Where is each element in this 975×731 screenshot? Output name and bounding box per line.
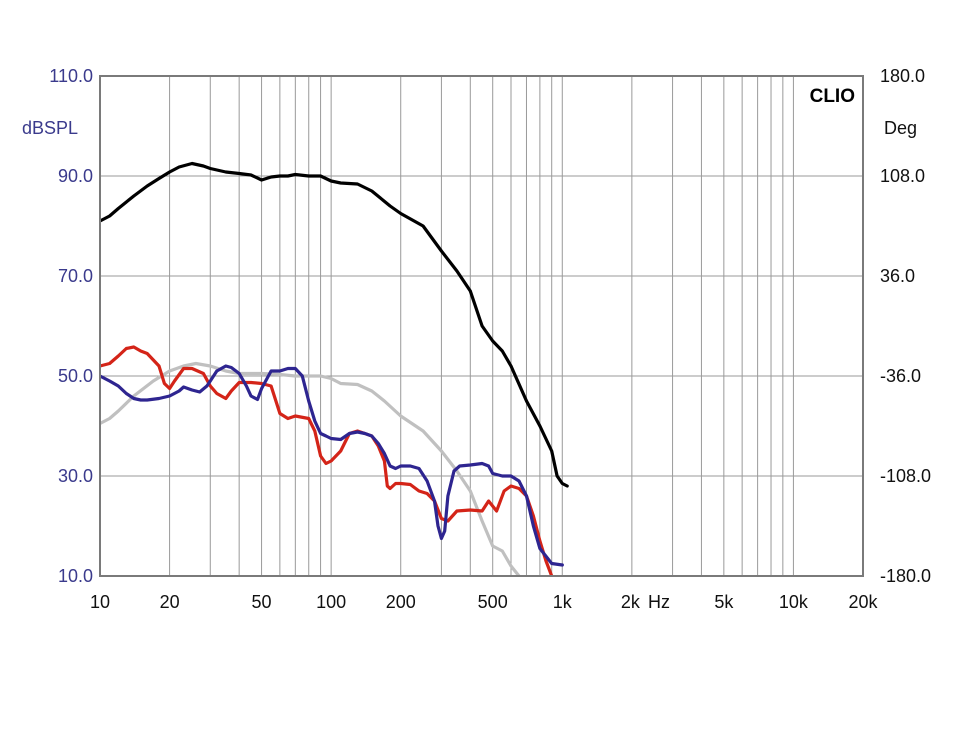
left-tick-label: 110.0	[49, 66, 93, 86]
data-series	[100, 161, 569, 576]
right-axis-label: Deg	[884, 118, 917, 138]
right-tick-label: 180.0	[880, 66, 925, 86]
x-tick-label: 10k	[779, 592, 809, 612]
left-axis-label: dBSPL	[22, 118, 78, 138]
series-line-3	[100, 345, 554, 576]
brand-label: CLIO	[810, 86, 855, 107]
x-tick-label: 5k	[714, 592, 734, 612]
left-tick-label: 50.0	[58, 366, 93, 386]
series-line-1	[100, 161, 569, 488]
series-line-4	[100, 364, 564, 567]
right-tick-label: -36.0	[880, 366, 921, 386]
right-tick-label: 108.0	[880, 166, 925, 186]
left-tick-label: 90.0	[58, 166, 93, 186]
plot-frame	[99, 75, 864, 577]
left-tick-label: 30.0	[58, 466, 93, 486]
x-tick-label: 20k	[848, 592, 878, 612]
grid-lines	[100, 76, 863, 576]
x-tick-label: 10	[90, 592, 110, 612]
left-tick-label: 70.0	[58, 266, 93, 286]
x-tick-label: 2k	[621, 592, 641, 612]
right-tick-label: -180.0	[880, 566, 931, 586]
tick-labels: 110.0 90.0 70.0 50.0 30.0 10.0 180.0 108.0 36.0 -…	[49, 66, 931, 612]
x-tick-label: 500	[478, 592, 508, 612]
x-tick-label: 50	[252, 592, 272, 612]
series-line-2	[100, 361, 521, 576]
right-tick-label: -108.0	[880, 466, 931, 486]
x-tick-label: 200	[386, 592, 416, 612]
x-tick-label: 1k	[553, 592, 573, 612]
x-tick-label: 20	[160, 592, 180, 612]
left-tick-label: 10.0	[58, 566, 93, 586]
right-tick-label: 36.0	[880, 266, 915, 286]
x-unit-label: Hz	[648, 592, 670, 612]
x-tick-label: 100	[316, 592, 346, 612]
